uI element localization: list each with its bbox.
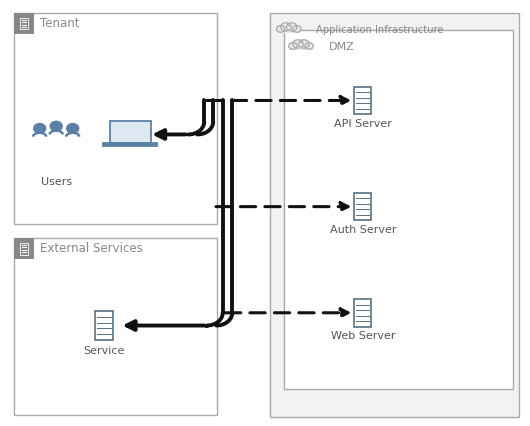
Text: Users: Users [41, 177, 72, 187]
FancyBboxPatch shape [14, 14, 34, 34]
FancyBboxPatch shape [270, 14, 519, 417]
Circle shape [305, 43, 313, 49]
Text: Tenant: Tenant [40, 17, 80, 30]
Circle shape [287, 23, 297, 31]
FancyBboxPatch shape [20, 18, 28, 29]
FancyBboxPatch shape [103, 143, 157, 146]
Circle shape [298, 43, 304, 47]
FancyBboxPatch shape [277, 29, 301, 32]
Circle shape [281, 23, 291, 31]
FancyBboxPatch shape [20, 243, 28, 254]
Circle shape [293, 26, 301, 32]
Circle shape [50, 121, 62, 131]
Text: API Server: API Server [334, 119, 392, 129]
FancyBboxPatch shape [14, 239, 34, 259]
FancyBboxPatch shape [110, 121, 151, 143]
Circle shape [34, 124, 46, 133]
Circle shape [289, 43, 297, 49]
FancyBboxPatch shape [14, 14, 217, 224]
Circle shape [67, 124, 78, 133]
Circle shape [293, 40, 303, 48]
Text: Web Server: Web Server [331, 331, 395, 341]
Text: External Services: External Services [40, 242, 143, 255]
Circle shape [277, 26, 285, 32]
FancyBboxPatch shape [14, 239, 217, 414]
Text: Application Infrastructure: Application Infrastructure [316, 25, 444, 35]
FancyBboxPatch shape [354, 87, 372, 114]
FancyBboxPatch shape [354, 193, 372, 220]
Circle shape [286, 26, 292, 30]
Circle shape [299, 40, 309, 48]
FancyBboxPatch shape [354, 299, 372, 327]
Text: DMZ: DMZ [329, 42, 354, 52]
Text: Service: Service [83, 346, 125, 356]
FancyBboxPatch shape [284, 30, 514, 389]
FancyBboxPatch shape [289, 46, 313, 49]
FancyBboxPatch shape [95, 311, 113, 340]
Text: Auth Server: Auth Server [330, 225, 396, 235]
